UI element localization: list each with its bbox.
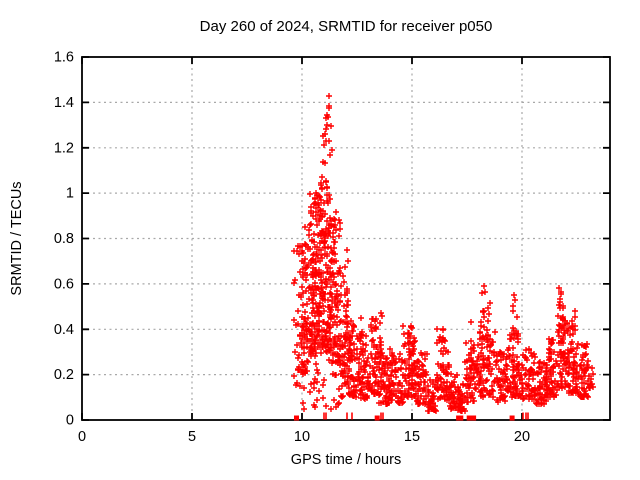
chart-title: Day 260 of 2024, SRMTID for receiver p05…	[200, 18, 493, 35]
x-tick-labels: 0 5 10 15 20	[78, 429, 530, 445]
x-tick-label: 0	[78, 429, 86, 445]
scatter-plus-markers	[291, 93, 596, 414]
y-tick-label: 1	[66, 186, 74, 202]
y-tick-label: 1.4	[54, 95, 74, 111]
y-axis-label: SRMTID / TECUs	[9, 181, 25, 295]
x-tick-label: 5	[188, 429, 196, 445]
x-tick-label: 10	[294, 429, 310, 445]
axis-event-square-markers	[294, 415, 515, 421]
y-tick-label: 0.2	[54, 367, 74, 383]
x-tick-label: 15	[404, 429, 420, 445]
axis-event-tick-markers	[323, 412, 529, 420]
grid-lines	[82, 57, 610, 420]
y-tick-label: 0.8	[54, 231, 74, 247]
y-tick-labels: 0 0.2 0.4 0.6 0.8 1 1.2 1.4 1.6	[54, 50, 74, 429]
y-tick-label: 0.4	[54, 322, 74, 338]
x-axis-label: GPS time / hours	[291, 452, 401, 468]
x-tick-label: 20	[514, 429, 530, 445]
y-tick-label: 0	[66, 413, 74, 429]
y-tick-label: 1.6	[54, 50, 74, 66]
plot-border	[81, 56, 611, 421]
y-tick-label: 0.6	[54, 276, 74, 292]
y-tick-label: 1.2	[54, 140, 74, 156]
